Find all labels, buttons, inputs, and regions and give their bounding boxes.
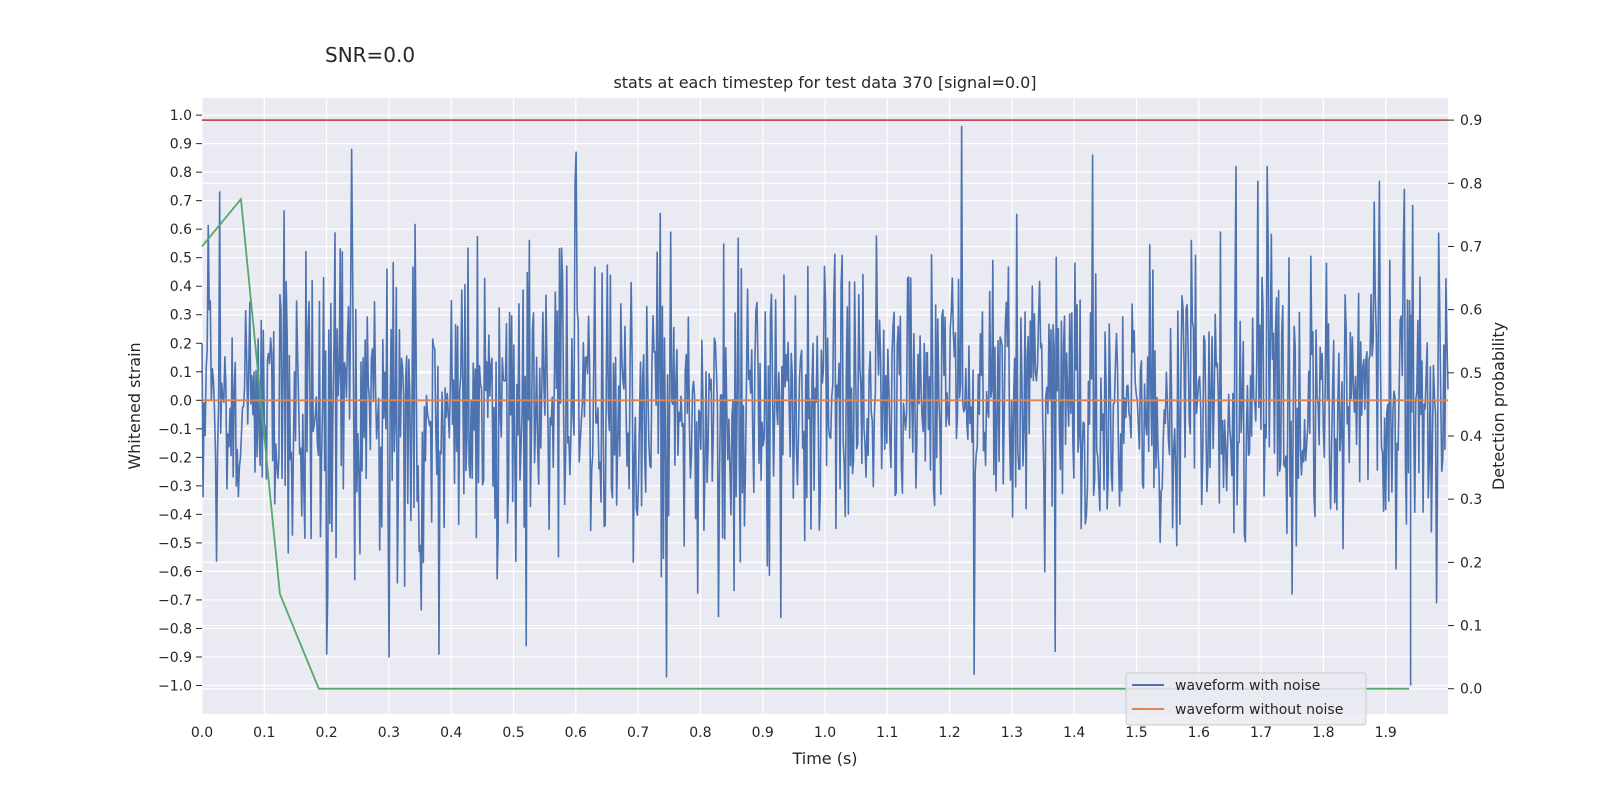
x-tick-label: 0.6 [565, 725, 587, 741]
left-y-tick-label: 0.0 [170, 393, 192, 409]
legend-label-waveform-without-noise: waveform without noise [1175, 702, 1343, 718]
suptitle: SNR=0.0 [325, 43, 415, 67]
legend-label-waveform-with-noise: waveform with noise [1175, 678, 1320, 694]
series-layer [201, 119, 1449, 690]
right-y-tick-label: 0.1 [1460, 619, 1482, 635]
left-y-tick-label: −0.6 [158, 564, 192, 580]
right-y-tick-label: 0.6 [1460, 303, 1482, 319]
left-y-axis-label: Whitened strain [125, 342, 144, 469]
chart-title: stats at each timestep for test data 370… [613, 73, 1036, 92]
left-y-tick-label: 0.6 [170, 222, 192, 238]
left-y-tick-label: 0.2 [170, 336, 192, 352]
x-tick-label: 0.0 [191, 725, 213, 741]
left-y-tick-label: −1.0 [158, 678, 192, 694]
x-tick-label: 1.5 [1125, 725, 1147, 741]
x-tick-label: 0.5 [502, 725, 524, 741]
left-y-tick-label: 0.3 [170, 308, 192, 324]
x-tick-label: 1.3 [1001, 725, 1023, 741]
series-line-detection-probability [201, 196, 1410, 690]
x-tick-label: 0.2 [315, 725, 337, 741]
x-tick-label: 1.8 [1312, 725, 1334, 741]
left-y-tick-label: −0.9 [158, 650, 192, 666]
left-y-tick-label: −0.8 [158, 621, 192, 637]
x-tick-label: 1.7 [1250, 725, 1272, 741]
x-tick-label: 0.4 [440, 725, 462, 741]
left-y-tick-label: 1.0 [170, 108, 192, 124]
left-y-ticks: 1.0 0.9 0.8 0.7 0.6 0.5 0.4 0.3 0.2 0.1 0.0 −0.1 −0.… [158, 108, 202, 694]
right-y-tick-label: 0.5 [1460, 366, 1482, 382]
right-y-tick-label: 0.7 [1460, 239, 1482, 255]
x-tick-label: 0.8 [689, 725, 711, 741]
right-y-tick-label: 0.8 [1460, 176, 1482, 192]
x-tick-label: 0.1 [253, 725, 275, 741]
left-y-tick-label: 0.5 [170, 251, 192, 267]
x-ticks: 0.0 0.1 0.2 0.3 0.4 0.5 0.6 0.7 0.8 0.9 1.0 1.1 1.2 1… [191, 725, 1397, 741]
left-y-tick-label: −0.1 [158, 422, 192, 438]
right-y-tick-label: 0.9 [1460, 113, 1482, 129]
left-y-tick-label: 0.8 [170, 165, 192, 181]
legend-box [1125, 672, 1367, 726]
left-y-tick-label: −0.4 [158, 507, 192, 523]
legend: waveform with noise waveform without noi… [1125, 672, 1367, 726]
x-tick-label: 1.0 [814, 725, 836, 741]
left-y-tick-label: −0.7 [158, 593, 192, 609]
x-tick-label: 1.4 [1063, 725, 1085, 741]
right-y-axis-label: Detection probability [1489, 322, 1508, 490]
left-y-tick-label: −0.2 [158, 450, 192, 466]
right-y-tick-label: 0.3 [1460, 492, 1482, 508]
x-tick-label: 1.9 [1375, 725, 1397, 741]
left-y-tick-label: 0.1 [170, 365, 192, 381]
x-tick-label: 0.7 [627, 725, 649, 741]
right-y-tick-label: 0.2 [1460, 555, 1482, 571]
x-tick-label: 1.2 [938, 725, 960, 741]
left-y-tick-label: −0.5 [158, 536, 192, 552]
x-tick-label: 0.9 [752, 725, 774, 741]
x-tick-label: 1.6 [1188, 725, 1210, 741]
x-axis-label: Time (s) [791, 749, 857, 768]
right-y-tick-label: 0.4 [1460, 429, 1482, 445]
x-tick-label: 1.1 [876, 725, 898, 741]
right-y-tick-label: 0.0 [1460, 682, 1482, 698]
right-y-ticks: 0.9 0.8 0.7 0.6 0.5 0.4 0.3 0.2 0.1 0.0 [1448, 113, 1482, 698]
left-y-tick-label: 0.4 [170, 279, 192, 295]
left-y-tick-label: 0.7 [170, 194, 192, 210]
x-tick-label: 0.3 [378, 725, 400, 741]
series-line-waveform-with-noise [201, 125, 1449, 678]
left-y-tick-label: −0.3 [158, 479, 192, 495]
left-y-tick-label: 0.9 [170, 137, 192, 153]
